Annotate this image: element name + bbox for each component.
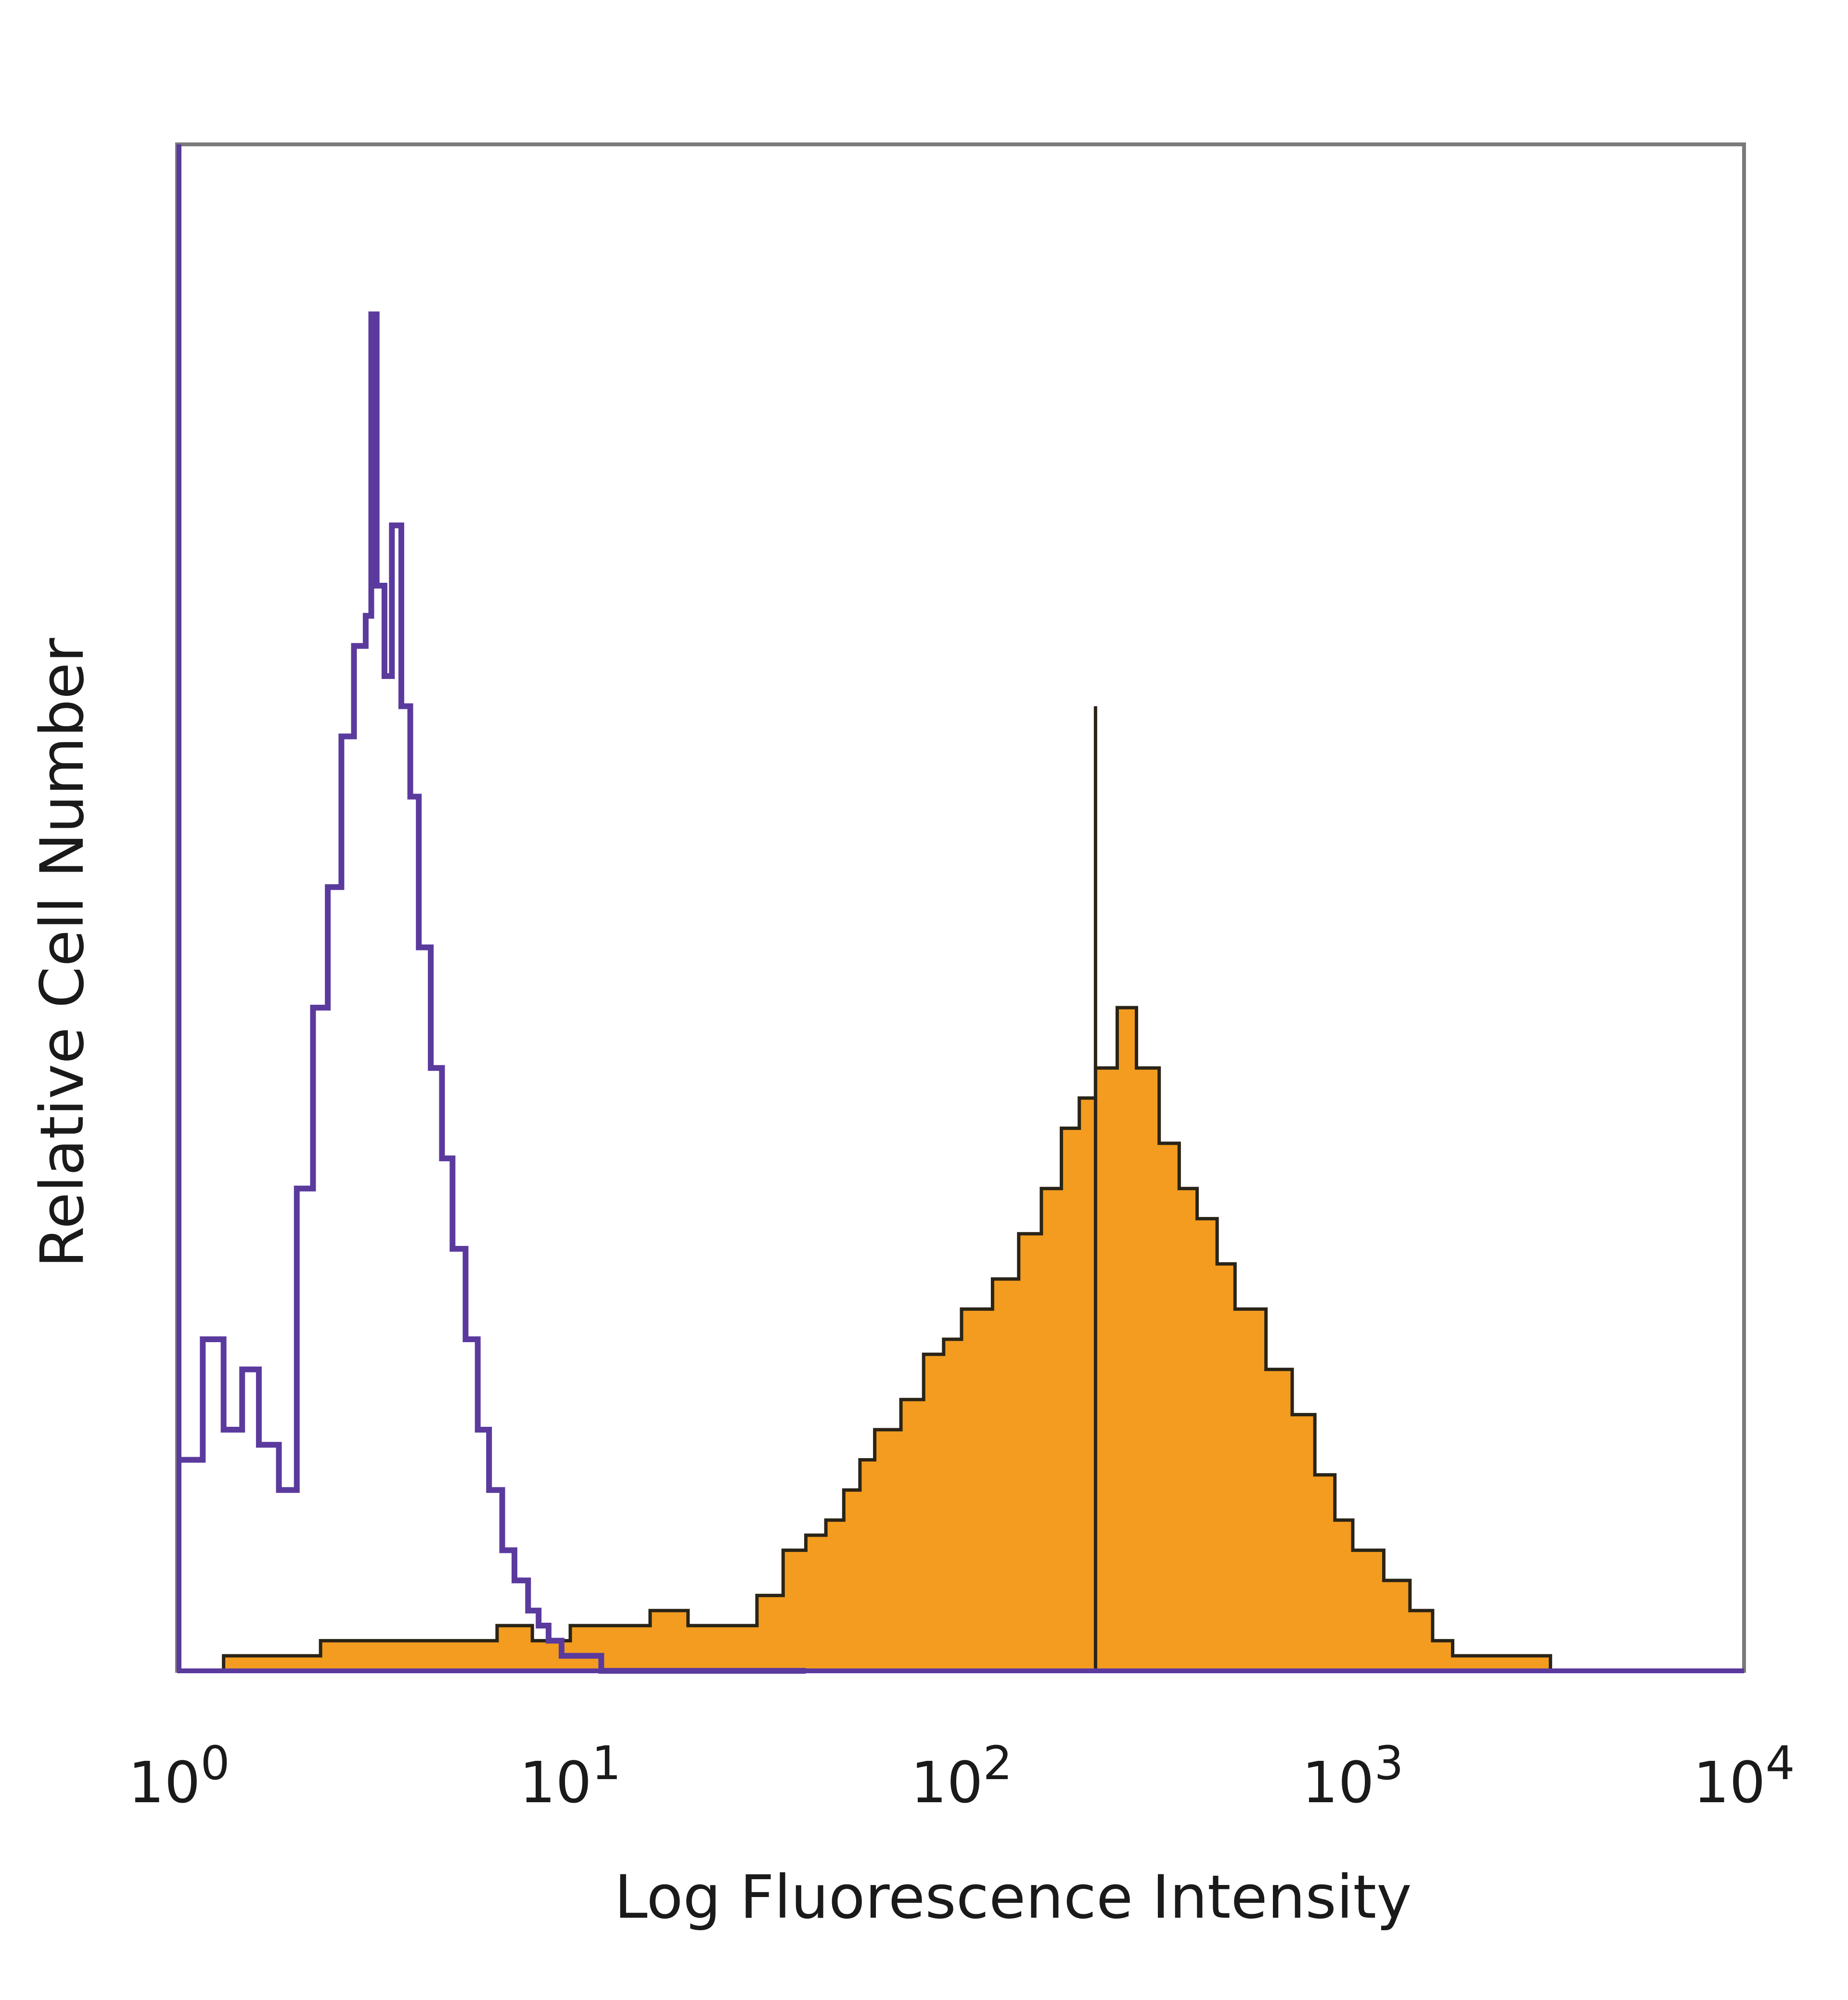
control-histogram-line [179,311,806,1674]
x-axis-title: Log Fluorescence Intensity [615,1863,1412,1932]
x-tick-label: 103 [1302,1736,1403,1816]
y-axis-title: Relative Cell Number [28,638,97,1268]
x-tick-labels: 100 101 102 103 104 [128,1736,1795,1816]
plot-area [179,311,1553,1674]
x-tick-label: 102 [911,1736,1012,1816]
x-tick-label: 100 [128,1736,230,1816]
sample-histogram-area [222,1006,1553,1673]
x-tick-label: 104 [1693,1736,1795,1816]
x-tick-label: 101 [519,1736,621,1816]
